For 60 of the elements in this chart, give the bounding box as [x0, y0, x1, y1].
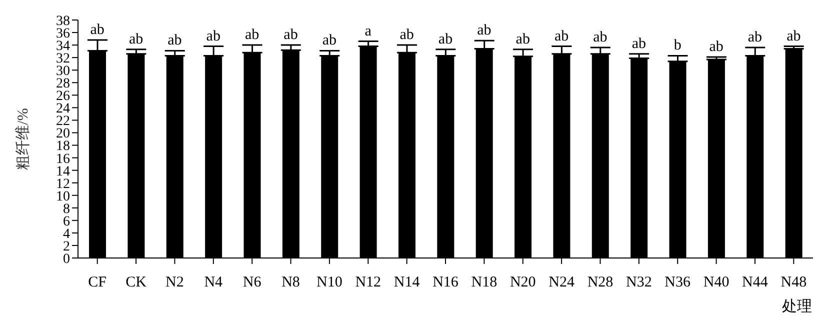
x-tick-label: N32: [626, 274, 652, 291]
annotation: ab: [748, 30, 762, 46]
y-axis-title: 粗纤维/%: [14, 108, 32, 170]
y-tick-label: 28: [56, 76, 70, 92]
annotation: ab: [516, 31, 530, 48]
y-tick-label: 0: [63, 252, 70, 267]
annotation: ab: [438, 31, 453, 48]
y-tick-label: 26: [56, 89, 70, 104]
x-tick-label: N20: [510, 274, 536, 291]
x-tick-label: N4: [204, 274, 224, 291]
x-tick-label: N16: [432, 274, 459, 291]
annotation: ab: [244, 27, 260, 44]
y-tick-label: 8: [63, 202, 70, 217]
y-tick-label: 14: [56, 164, 70, 180]
annotation: ab: [400, 27, 414, 44]
y-tick-label: 4: [63, 226, 70, 242]
y-tick-label: 2: [63, 239, 70, 254]
y-tick-label: 10: [56, 189, 70, 204]
y-tick-label: 30: [56, 64, 70, 80]
x-tick-label: N10: [316, 274, 342, 291]
annotation: a: [364, 23, 372, 40]
annotation: ab: [284, 27, 298, 44]
y-tick-label: 22: [56, 114, 70, 130]
x-tick-label: N18: [471, 274, 498, 291]
y-tick-label: 34: [56, 39, 70, 54]
y-tick-label: 16: [56, 152, 70, 167]
x-tick-label: N44: [742, 274, 768, 291]
y-tick-label: 38: [56, 14, 70, 29]
x-axis-title: 处理: [781, 298, 813, 316]
y-tick-label: 12: [56, 176, 70, 192]
annotation: ab: [322, 32, 337, 49]
annotation: ab: [593, 30, 608, 46]
y-tick-label: 6: [63, 214, 70, 230]
annotation: ab: [786, 28, 801, 44]
annotation: ab: [477, 22, 492, 39]
annotation: b: [674, 38, 682, 54]
x-tick-label: N28: [587, 274, 614, 291]
annotation: ab: [128, 31, 144, 48]
y-tick-label: 20: [56, 126, 70, 142]
x-tick-label: N40: [703, 274, 730, 291]
annotation: ab: [90, 22, 104, 38]
x-tick-label: CF: [88, 274, 107, 291]
x-tick-label: N8: [282, 274, 300, 291]
x-tick-label: CK: [126, 274, 147, 291]
y-tick-label: 36: [56, 26, 70, 42]
annotation: ab: [709, 38, 724, 55]
x-tick-label: N2: [166, 274, 184, 291]
x-tick-label: N48: [780, 274, 807, 291]
x-tick-label: N12: [355, 274, 382, 291]
x-tick-label: N24: [548, 274, 575, 291]
annotation: ab: [554, 28, 569, 44]
x-tick-label: N36: [664, 274, 692, 291]
x-tick-label: N14: [394, 274, 420, 291]
y-tick-label: 18: [56, 139, 70, 154]
y-tick-label: 32: [56, 52, 70, 67]
y-tick-label: 24: [56, 102, 70, 117]
annotation: ab: [632, 36, 646, 52]
annotation: ab: [168, 32, 182, 49]
annotation: ab: [206, 28, 220, 44]
x-tick-label: N6: [242, 274, 262, 291]
